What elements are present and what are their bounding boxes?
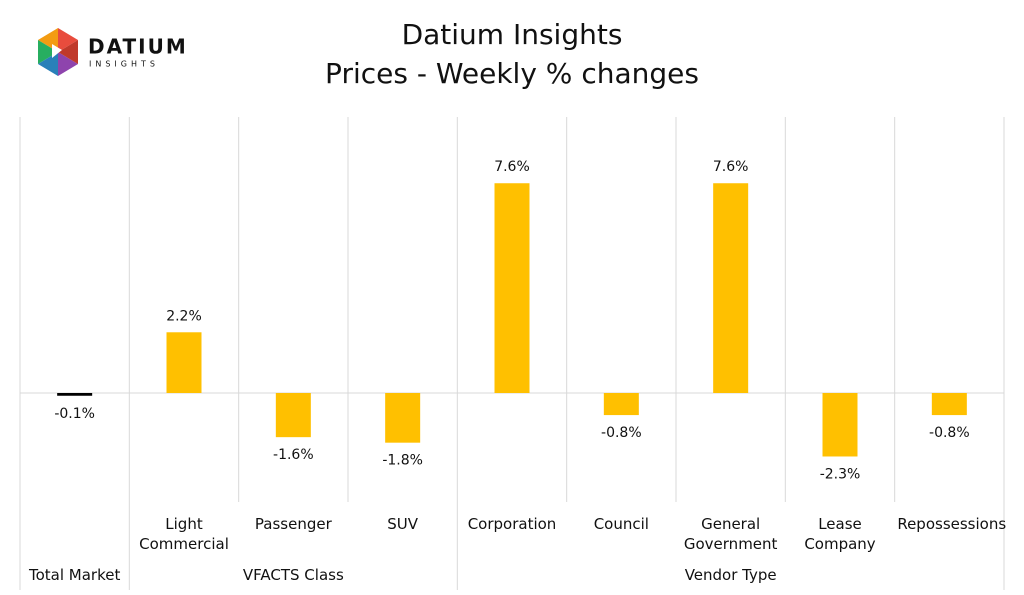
data-label: 7.6% (494, 159, 530, 175)
x-tick-label: Passenger (254, 515, 332, 533)
logo-icon (38, 28, 78, 76)
x-tick-label: Repossessions (897, 515, 1007, 533)
x-tick-label: Lease Company (804, 515, 876, 553)
chart-subtitle: Prices - Weekly % changes (325, 57, 699, 90)
x-tick-label: Corporation (467, 515, 557, 533)
bar (603, 393, 639, 416)
data-label: -1.8% (382, 453, 423, 469)
data-label: -0.1% (54, 406, 95, 422)
group-label: VFACTS Class (242, 566, 344, 584)
bar (822, 393, 858, 457)
data-label: -1.6% (273, 447, 314, 463)
bar (166, 332, 202, 393)
bar (275, 393, 311, 438)
logo-tagline: INSIGHTS (89, 60, 159, 69)
bar (494, 183, 530, 393)
bar (713, 183, 749, 393)
x-tick-label: Light Commercial (139, 515, 229, 553)
group-label: Total Market (28, 566, 121, 584)
chart-title: Datium Insights (402, 18, 623, 51)
data-label: 7.6% (713, 159, 749, 175)
data-label: -2.3% (820, 466, 861, 482)
data-label: 2.2% (166, 308, 202, 324)
x-tick-label: Council (593, 515, 649, 533)
bar (385, 393, 421, 443)
group-label: Vendor Type (684, 566, 777, 584)
data-label: -0.8% (601, 425, 642, 441)
x-tick-label: SUV (387, 515, 419, 533)
bar (57, 393, 93, 396)
x-tick-label: General Government (683, 515, 778, 553)
data-label: -0.8% (929, 425, 970, 441)
logo-name: DATIUM (88, 35, 188, 59)
bar (931, 393, 967, 416)
